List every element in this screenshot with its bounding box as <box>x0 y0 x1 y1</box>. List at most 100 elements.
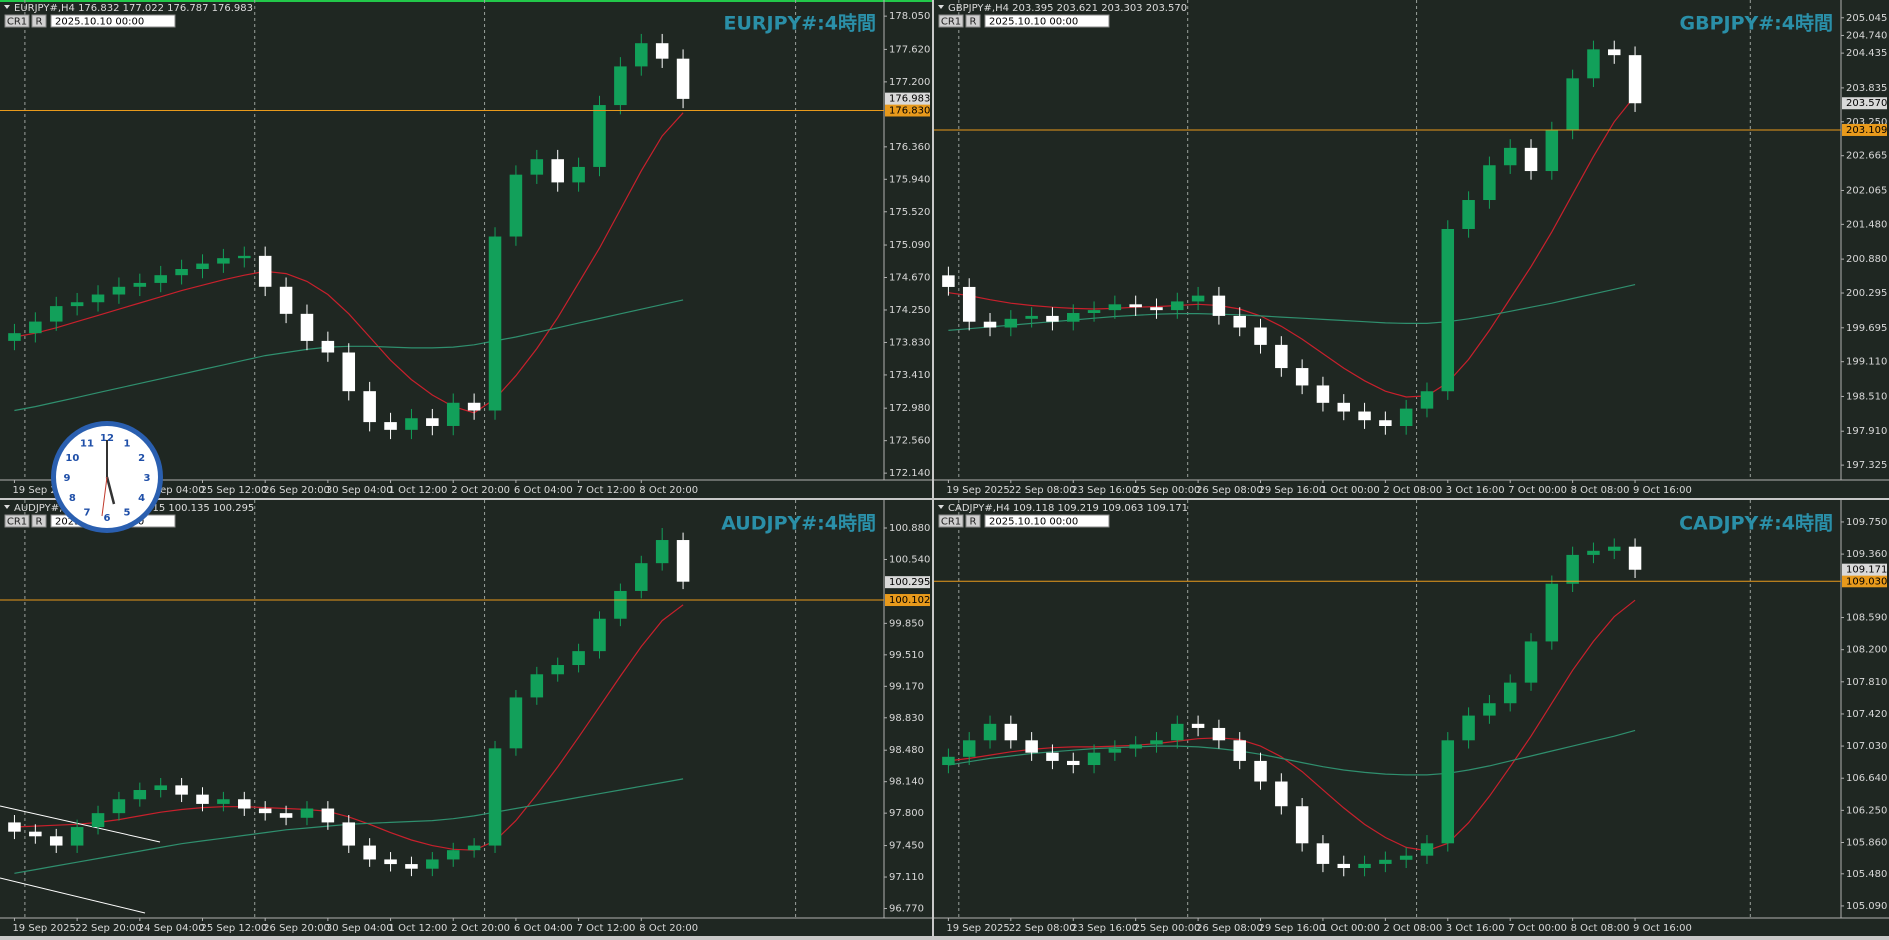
symbol-info: CADJPY#,H4 109.118 109.219 109.063 109.1… <box>948 503 1188 514</box>
candle-body <box>1191 723 1205 728</box>
y-tick-label: 172.560 <box>889 436 930 447</box>
candle-body <box>279 813 293 818</box>
candle-body <box>49 306 63 322</box>
clock-number: 4 <box>138 493 145 504</box>
x-tick-label: 25 Sep 12:00 <box>200 485 267 496</box>
candle-body <box>133 282 147 287</box>
x-tick-label: 19 Sep 2025 <box>12 485 75 496</box>
x-tick-label: 23 Sep 16:00 <box>1071 485 1138 496</box>
x-tick-label: 8 Oct 20:00 <box>639 923 698 934</box>
collapse-arrow[interactable] <box>938 505 944 509</box>
candle-body <box>1503 147 1517 166</box>
toolbar-button[interactable] <box>4 514 30 528</box>
x-tick-label: 9 Oct 16:00 <box>1633 923 1692 934</box>
collapse-arrow[interactable] <box>4 505 10 509</box>
y-tick-label: 172.140 <box>889 468 930 479</box>
date-box[interactable] <box>50 14 176 28</box>
last-price-tag <box>1842 97 1887 110</box>
x-tick-label: 2 Oct 20:00 <box>451 485 510 496</box>
x-tick-label: 1 Oct 12:00 <box>389 923 448 934</box>
candle-body <box>321 340 335 353</box>
chart-title: CADJPY#:4時間 <box>1679 513 1833 535</box>
clock-hour-hand <box>105 476 116 505</box>
y-tick-label: 108.200 <box>1846 645 1887 656</box>
toolbar-button[interactable] <box>4 14 30 28</box>
candle-body <box>551 159 564 183</box>
toolbar-button[interactable] <box>938 14 964 28</box>
chart-window[interactable]: 205.045 204.740 204.435 203.835 203.250 202.6… <box>934 0 1889 502</box>
x-tick-label: 2 Oct 08:00 <box>1383 485 1442 496</box>
candle-body <box>1628 546 1642 570</box>
x-tick-label: 19 Sep 2025 <box>12 923 75 934</box>
toolbar-button[interactable] <box>31 14 47 28</box>
price-level-label: 203.109 <box>1846 125 1887 136</box>
clock-number: 8 <box>69 493 76 504</box>
candle-body <box>8 822 21 832</box>
x-tick-label: 30 Sep 04:00 <box>326 485 393 496</box>
x-tick-label: 25 Sep 00:00 <box>1134 923 1201 934</box>
candle-body <box>279 286 293 314</box>
x-tick-label: 1 Oct 00:00 <box>1321 923 1380 934</box>
clock-number: 9 <box>64 473 71 484</box>
y-tick-label: 176.360 <box>889 142 930 153</box>
price-level-tag <box>1842 123 1887 136</box>
toolbar-button[interactable] <box>938 514 964 528</box>
chart-window[interactable]: 100.880 100.540 99.850 99.510 99.170 98.830 98… <box>0 500 932 940</box>
date-box[interactable] <box>984 514 1110 528</box>
candle-body <box>1025 315 1038 319</box>
chart-window[interactable]: 109.750 109.360 108.590 108.200 107.810 107.4… <box>934 500 1889 940</box>
last-price-tag <box>885 92 930 105</box>
x-tick-label: 22 Sep 08:00 <box>1009 485 1076 496</box>
y-tick-label: 203.250 <box>1846 117 1887 128</box>
candle-body <box>258 255 272 287</box>
clock-number: 12 <box>100 433 114 444</box>
chart: 205.045 204.740 204.435 203.835 203.250 202.6… <box>934 0 1889 498</box>
y-tick-label: 199.695 <box>1846 323 1887 334</box>
toolbar-button-label: CR1 <box>7 17 27 28</box>
y-tick-label: 99.510 <box>889 650 924 661</box>
candle-body <box>1233 740 1246 761</box>
toolbar-button[interactable] <box>965 14 981 28</box>
candle-body <box>1316 385 1330 403</box>
candle-body <box>530 159 544 175</box>
x-tick-label: 8 Oct 08:00 <box>1571 923 1630 934</box>
toolbar-button[interactable] <box>965 514 981 528</box>
y-tick-label: 205.045 <box>1846 13 1887 24</box>
candle-body <box>29 831 42 837</box>
candle-body <box>509 174 523 237</box>
candle-body <box>635 563 648 591</box>
candle-body <box>1004 318 1018 328</box>
date-box-text: 2025.10.10 00:00 <box>55 17 144 28</box>
date-box[interactable] <box>984 14 1110 28</box>
candle-body <box>467 402 481 411</box>
x-tick-label: 26 Sep 20:00 <box>263 485 330 496</box>
candle-body <box>983 321 997 328</box>
candle-body <box>300 808 314 818</box>
y-tick-label: 197.325 <box>1846 460 1887 471</box>
candle-body <box>1004 723 1018 741</box>
candle-body <box>614 66 627 106</box>
chart-title: AUDJPY#:4時間 <box>721 513 876 535</box>
price-level-tag <box>885 104 930 117</box>
last-price-tag <box>885 576 930 589</box>
chart-window[interactable]: 178.050 177.620 177.200 176.360 175.940 175.5… <box>0 0 932 502</box>
y-tick-label: 200.880 <box>1846 254 1887 265</box>
candle-body <box>1566 78 1579 131</box>
candle-body <box>1545 583 1559 642</box>
collapse-arrow[interactable] <box>938 5 944 9</box>
y-tick-label: 100.540 <box>889 554 930 565</box>
candle-body <box>70 302 84 307</box>
candle-body <box>91 813 105 828</box>
collapse-arrow[interactable] <box>4 5 10 9</box>
candle-body <box>363 391 376 423</box>
toolbar-button[interactable] <box>31 514 47 528</box>
candle-body <box>384 859 397 865</box>
background <box>934 500 1889 936</box>
candle-body <box>1399 408 1413 427</box>
x-tick-label: 7 Oct 00:00 <box>1508 485 1567 496</box>
x-tick-label: 6 Oct 04:00 <box>514 485 573 496</box>
candle-body <box>112 286 126 295</box>
price-level-label: 109.030 <box>1846 576 1887 587</box>
y-tick-label: 204.435 <box>1846 48 1887 59</box>
